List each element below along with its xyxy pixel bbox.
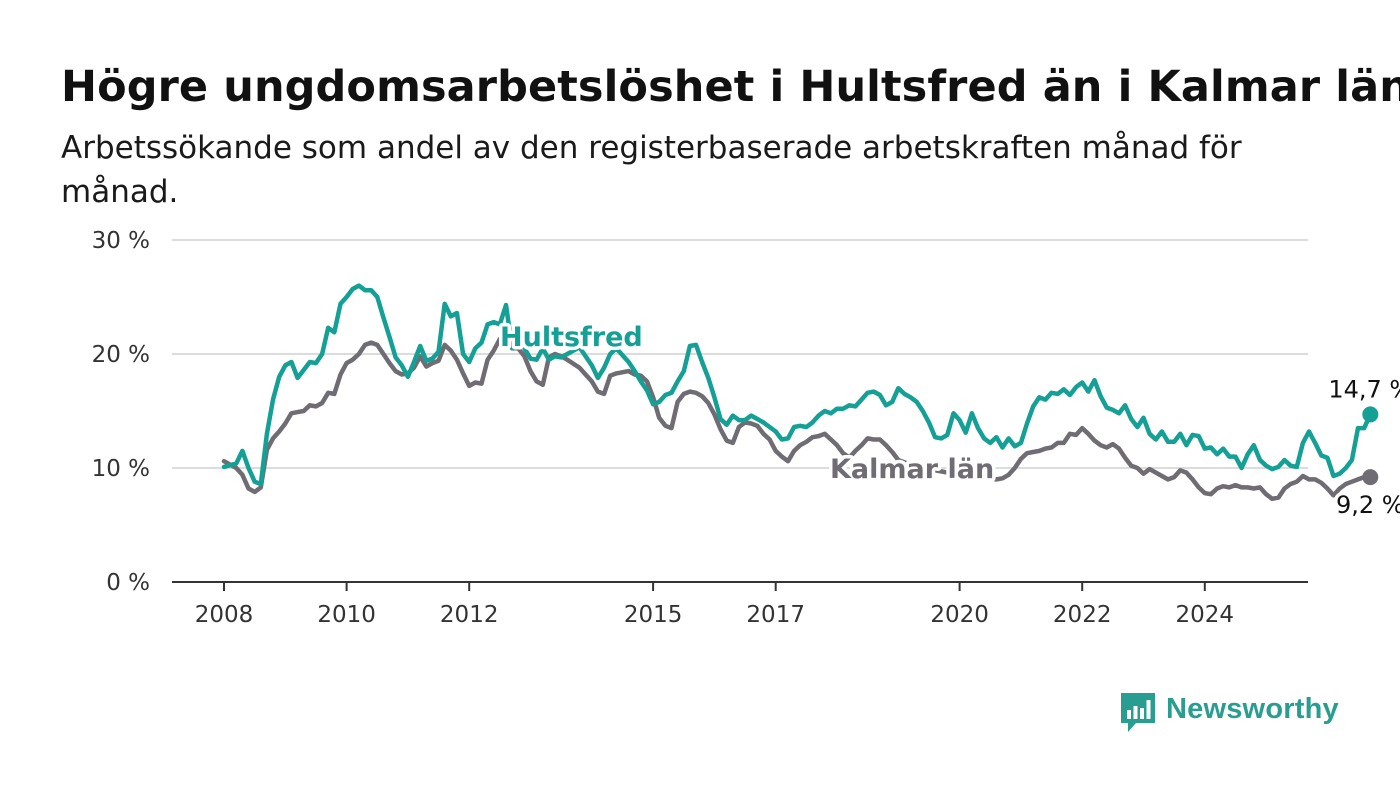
end-value-kalmar-lan-halo: 9,2 % <box>1336 491 1400 519</box>
series-line-hultsfred <box>221 283 1373 487</box>
brand-name: Newsworthy <box>1166 693 1339 725</box>
bar-chart-speech-bubble-icon <box>1121 693 1155 732</box>
x-tick-label: 2010 <box>317 602 376 628</box>
series-label-kalmar-lan: Kalmar län <box>830 454 994 485</box>
x-tick-label: 2020 <box>930 602 989 628</box>
series-label-hultsfred: Hultsfred <box>500 322 643 353</box>
series-end-point-hultsfred <box>1362 406 1379 423</box>
series-lines <box>221 283 1379 502</box>
newsworthy-logo: Newsworthy <box>1118 690 1348 738</box>
x-tick-label: 2017 <box>746 602 805 628</box>
x-tick-label: 2022 <box>1053 602 1112 628</box>
chart-subtitle: Arbetssökande som andel av den registerb… <box>61 130 1242 210</box>
y-tick-label: 30 % <box>92 228 150 254</box>
series-label-hultsfred-halo: Hultsfred <box>500 322 643 353</box>
end-value-kalmar-lan: 9,2 % <box>1336 491 1400 519</box>
end-value-hultsfred-halo: 14,7 % <box>1328 375 1400 403</box>
x-tick-label: 2008 <box>195 602 254 628</box>
x-axis-ticks: 2008 2010 2012 2015 2017 2020 2022 2024 <box>195 582 1234 628</box>
y-tick-label: 0 % <box>106 570 150 596</box>
y-axis-ticks: 0 % 10 % 20 % 30 % <box>92 228 150 596</box>
y-tick-label: 20 % <box>92 342 150 368</box>
end-value-hultsfred: 14,7 % <box>1328 375 1400 403</box>
series-end-point-kalmar-lan <box>1362 469 1379 486</box>
series-line-kalmar-lan <box>221 331 1373 502</box>
series-label-kalmar-lan-halo: Kalmar län <box>830 454 994 485</box>
x-tick-label: 2015 <box>624 602 683 628</box>
y-tick-label: 10 % <box>92 456 150 482</box>
chart-title: Högre ungdomsarbetslöshet i Hultsfred än… <box>61 62 1400 112</box>
x-tick-label: 2024 <box>1176 602 1235 628</box>
gridlines <box>172 239 1308 583</box>
x-tick-label: 2012 <box>440 602 499 628</box>
